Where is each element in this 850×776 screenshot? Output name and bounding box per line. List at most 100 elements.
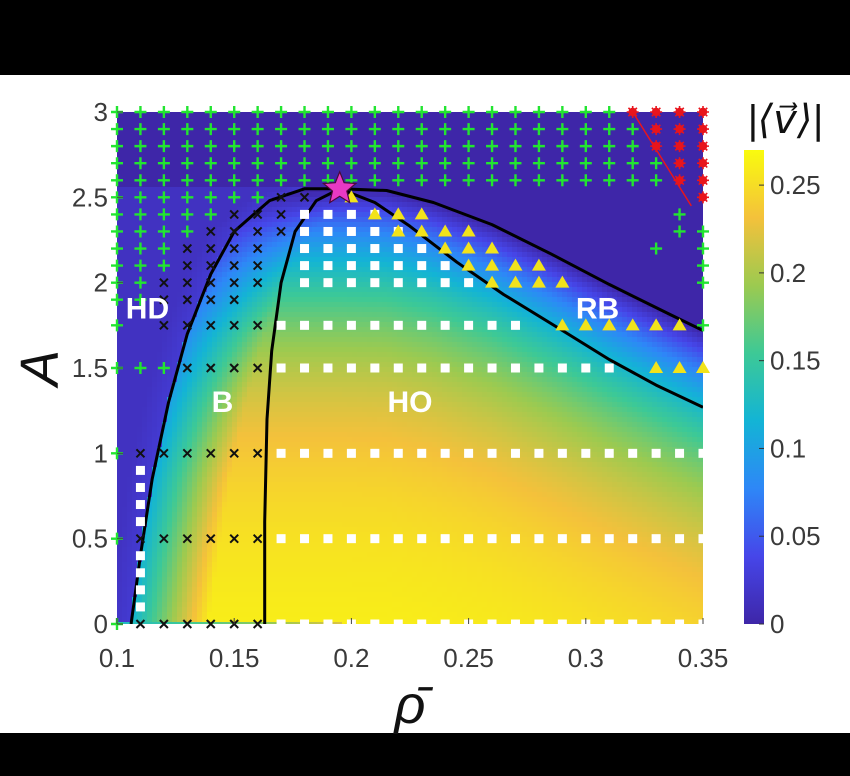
heatmap-cell [262,177,268,183]
heatmap-cell [127,142,133,148]
heatmap-cell [142,252,148,258]
heatmap-cell [192,182,198,188]
heatmap-cell [172,362,178,368]
heatmap-cell [307,392,313,398]
heatmap-cell [237,232,243,238]
heatmap-cell [312,332,318,338]
heatmap-cell [332,527,338,533]
heatmap-cell [302,387,308,393]
heatmap-cell [117,527,123,533]
heatmap-cell [307,267,313,273]
heatmap-cell [327,347,333,353]
heatmap-cell [297,312,303,318]
heatmap-cell [282,497,288,503]
heatmap-cell [117,447,123,453]
heatmap-cell [192,217,198,223]
heatmap-cell [172,537,178,543]
heatmap-cell [217,347,223,353]
heatmap-cell [152,347,158,353]
heatmap-cell [277,612,283,618]
heatmap-cell [312,442,318,448]
heatmap-cell [332,562,338,568]
heatmap-cell [217,232,223,238]
heatmap-cell [117,572,123,578]
heatmap-cell [272,372,278,378]
heatmap-cell [177,367,183,373]
heatmap-cell [342,457,348,463]
heatmap-cell [122,487,128,493]
heatmap-cell [267,512,273,518]
heatmap-cell [312,177,318,183]
heatmap-cell [162,522,168,528]
heatmap-cell [262,437,268,443]
heatmap-cell [247,172,253,178]
heatmap-cell [172,167,178,173]
heatmap-cell [202,522,208,528]
heatmap-cell [222,277,228,283]
heatmap-cell [197,122,203,128]
heatmap-cell [192,367,198,373]
heatmap-cell [232,582,238,588]
heatmap-cell [217,237,223,243]
heatmap-cell [217,277,223,283]
heatmap-cell [147,332,153,338]
heatmap-cell [252,142,258,148]
heatmap-cell [122,172,128,178]
heatmap-cell [192,422,198,428]
heatmap-cell [337,427,343,433]
heatmap-cell [297,517,303,523]
heatmap-cell [257,217,263,223]
heatmap-cell [117,567,123,573]
heatmap-cell [242,267,248,273]
heatmap-cell [262,137,268,143]
heatmap-cell [312,462,318,468]
heatmap-cell [282,292,288,298]
heatmap-cell [327,252,333,258]
heatmap-cell [302,312,308,318]
heatmap-cell [137,357,143,363]
heatmap-cell [177,272,183,278]
heatmap-cell [142,142,148,148]
heatmap-cell [252,237,258,243]
heatmap-cell [182,527,188,533]
heatmap-cell [342,357,348,363]
heatmap-cell [352,147,358,153]
heatmap-cell [207,317,213,323]
heatmap-cell [247,337,253,343]
heatmap-cell [217,127,223,133]
heatmap-cell [332,262,338,268]
heatmap-cell [257,417,263,423]
heatmap-cell [117,432,123,438]
heatmap-cell [277,207,283,213]
heatmap-cell [182,272,188,278]
heatmap-cell [187,387,193,393]
heatmap-cell [192,572,198,578]
heatmap-cell [232,377,238,383]
heatmap-cell [262,447,268,453]
heatmap-cell [177,552,183,558]
heatmap-cell [142,172,148,178]
heatmap-cell [242,197,248,203]
heatmap-cell [212,192,218,198]
heatmap-cell [312,592,318,598]
heatmap-cell [267,257,273,263]
heatmap-cell [222,297,228,303]
heatmap-cell [162,427,168,433]
heatmap-cell [302,482,308,488]
heatmap-cell [332,357,338,363]
heatmap-cell [322,527,328,533]
heatmap-cell [317,212,323,218]
heatmap-cell [227,527,233,533]
heatmap-cell [337,252,343,258]
heatmap-cell [337,142,343,148]
heatmap-cell [332,207,338,213]
heatmap-cell [182,167,188,173]
heatmap-cell [277,342,283,348]
heatmap-cell [307,527,313,533]
heatmap-cell [117,517,123,523]
heatmap-cell [257,167,263,173]
heatmap-cell [167,507,173,513]
heatmap-cell [202,277,208,283]
heatmap-cell [182,512,188,518]
heatmap-cell [182,602,188,608]
